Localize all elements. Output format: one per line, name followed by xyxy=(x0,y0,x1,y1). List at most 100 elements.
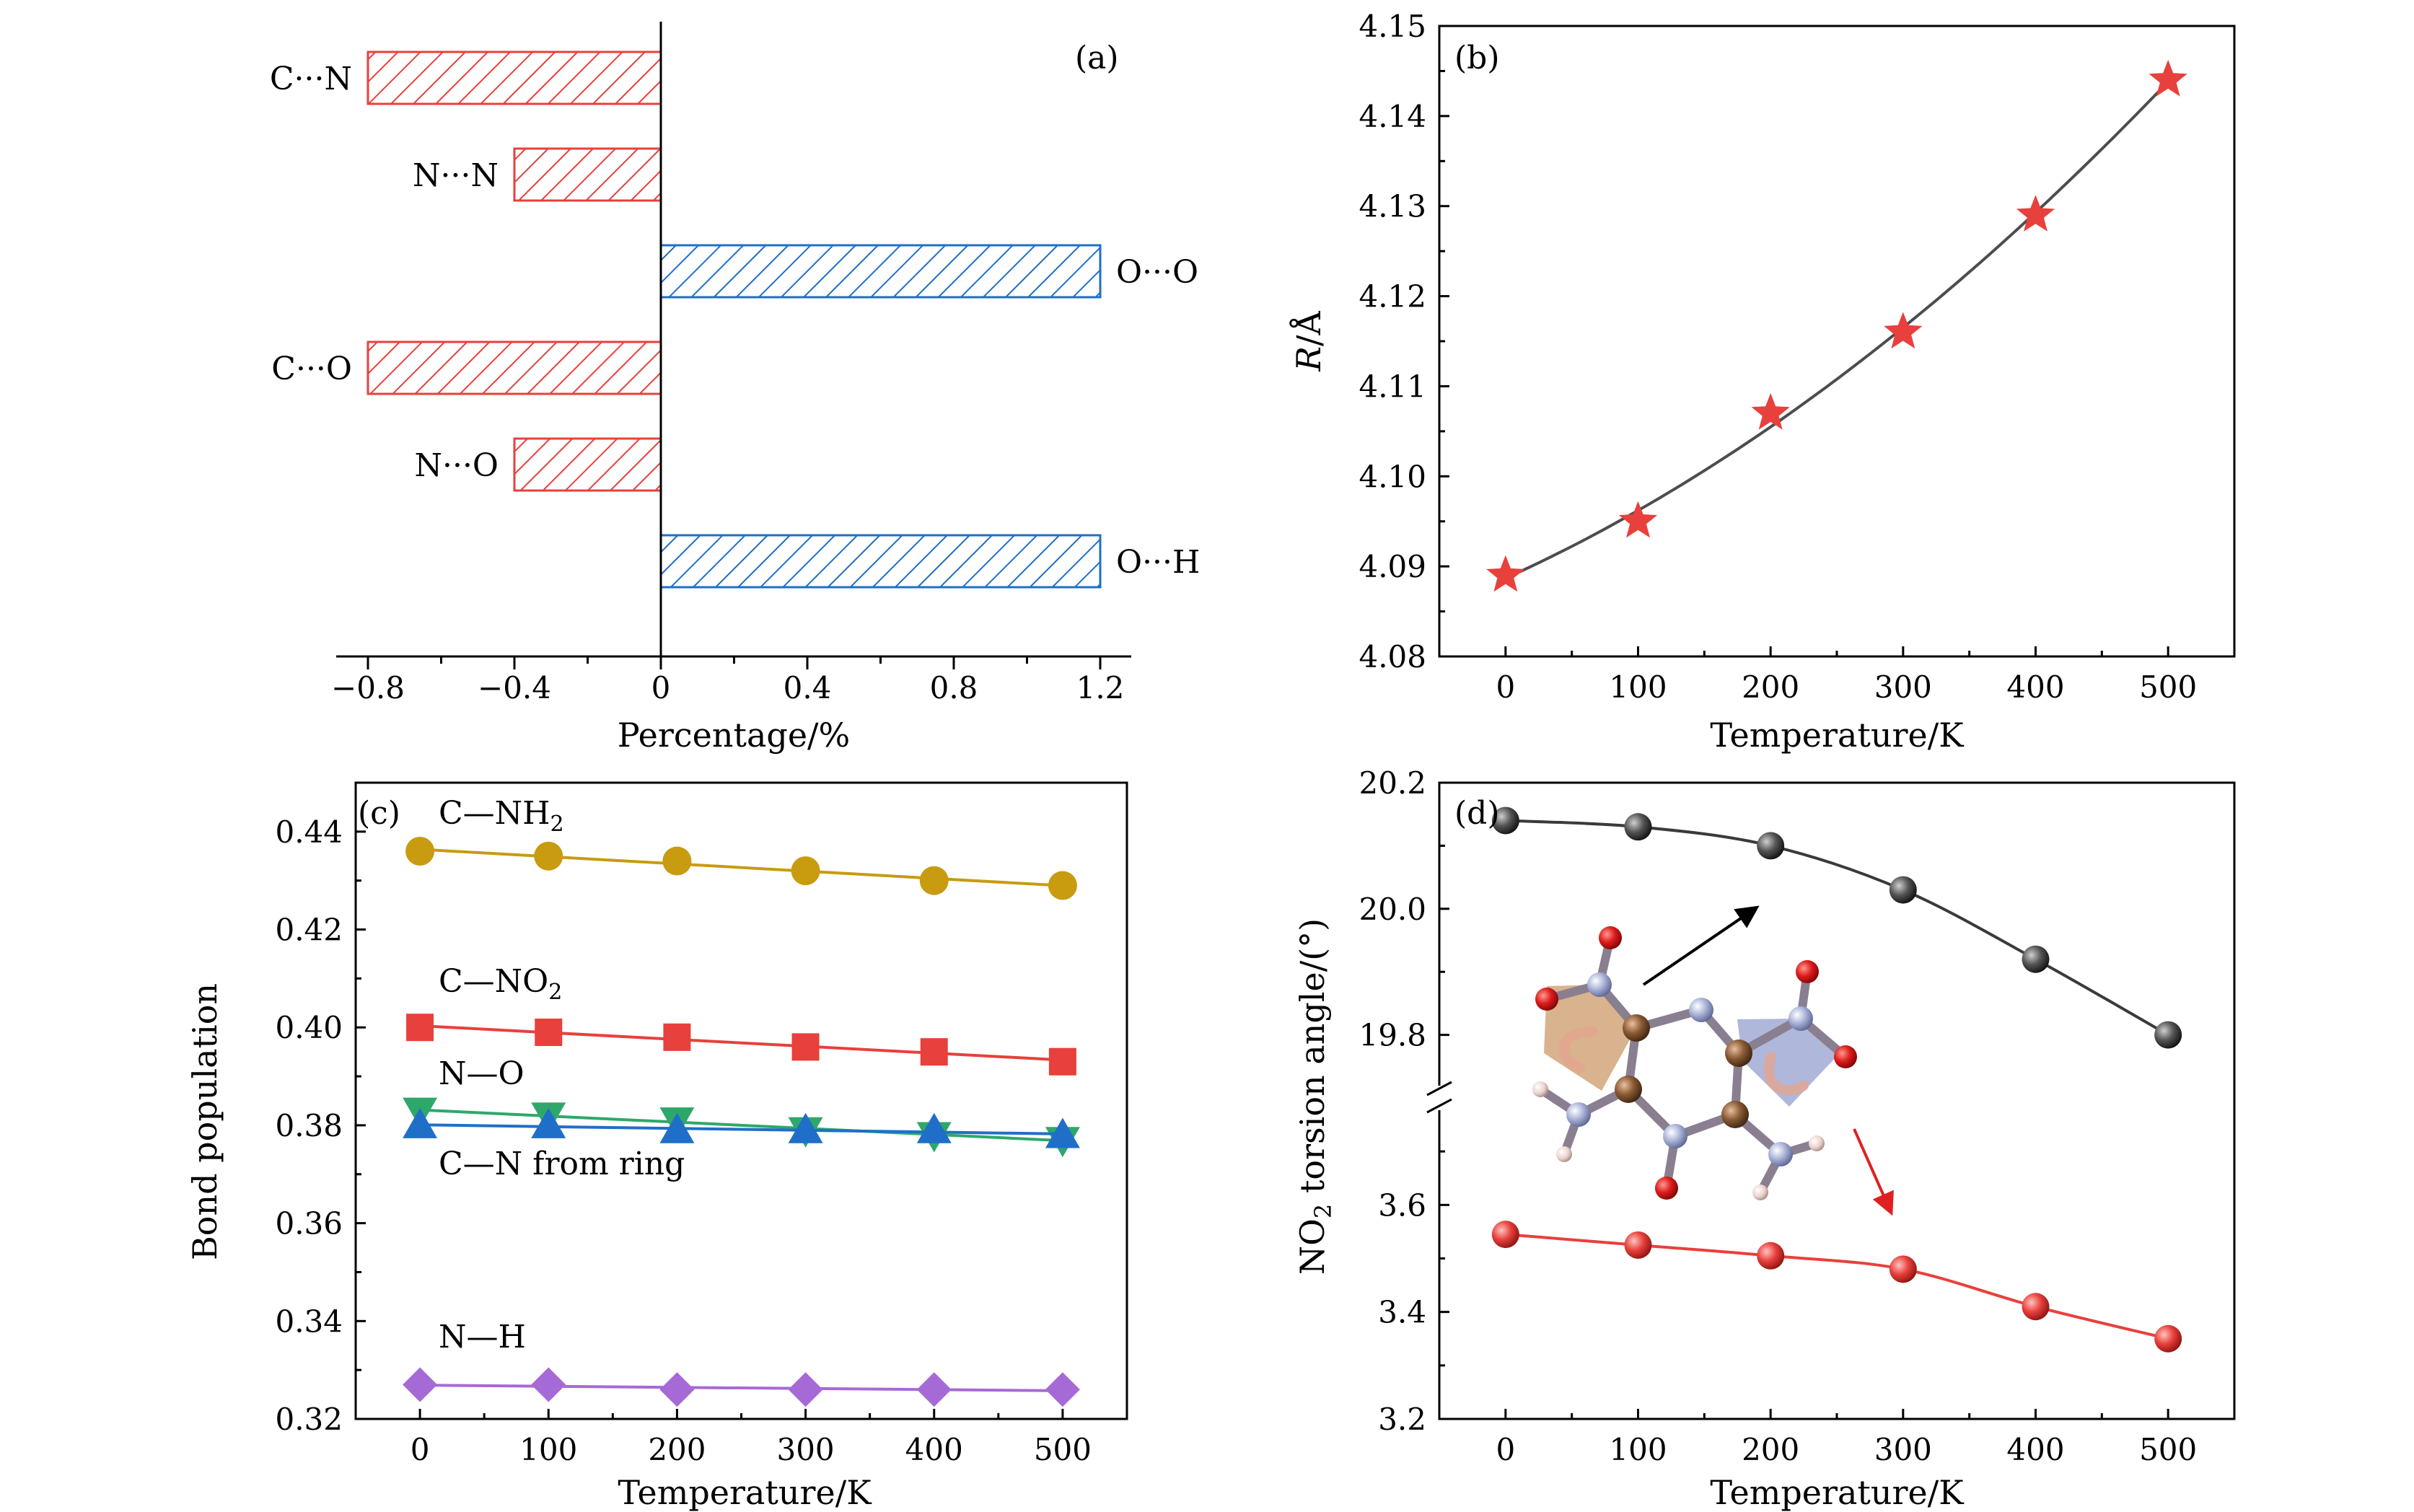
panel-a-category-labels: C···N N···N O···O C···O N···O O···H xyxy=(270,61,1201,581)
panel-a-xlabel: Percentage/% xyxy=(618,716,851,755)
data-point xyxy=(534,841,563,871)
data-point xyxy=(1751,392,1790,430)
panel-d: 0 100 200 300 400 500 19.8 20.0 20.2 3.2 3.4 3.6 xyxy=(1293,765,2236,1512)
data-point xyxy=(1624,813,1652,841)
y-tick-label: 20.2 xyxy=(1359,765,1426,801)
x-tick-label: 400 xyxy=(905,1432,963,1467)
series-line xyxy=(419,1108,1063,1143)
bar xyxy=(513,437,662,492)
y-tick-label: 4.10 xyxy=(1359,459,1426,494)
data-point xyxy=(1045,1372,1080,1407)
panel-c-series xyxy=(403,836,1080,1407)
y-tick-label: 3.6 xyxy=(1378,1187,1426,1223)
data-point xyxy=(659,1372,695,1407)
atom-hydrogen xyxy=(1752,1184,1768,1200)
data-point xyxy=(531,1367,566,1402)
data-point xyxy=(1491,806,1519,835)
arrow-to-red-series-icon xyxy=(1853,1128,1894,1216)
x-tick-label: 200 xyxy=(1742,669,1799,705)
y-tick-label: 20.0 xyxy=(1359,892,1426,927)
atom-nitrogen xyxy=(1788,1006,1813,1031)
atom-oxygen xyxy=(1796,960,1819,983)
atom-hydrogen xyxy=(1556,1146,1572,1162)
series-label: C—N from ring xyxy=(439,1146,685,1182)
series-label-main: C—N from ring xyxy=(439,1146,685,1182)
panel-b-fit-curve xyxy=(1504,80,2169,580)
category-label: O···H xyxy=(1116,544,1200,581)
category-label: N···O xyxy=(414,447,499,484)
panel-a-bars xyxy=(367,50,1102,589)
data-point xyxy=(2022,945,2050,973)
y-tick-label: 4.15 xyxy=(1359,9,1426,44)
x-tick-label: 1.2 xyxy=(1076,670,1125,706)
x-tick-label: −0.4 xyxy=(478,670,551,706)
rotation-arrow-right-icon xyxy=(1763,1052,1809,1096)
panel-d-xlabel: Temperature/K xyxy=(1710,1473,1965,1512)
y-tick-label: 4.12 xyxy=(1359,279,1426,315)
x-tick-label: 500 xyxy=(1034,1432,1092,1467)
data-point xyxy=(791,1033,820,1061)
data-point xyxy=(531,1107,566,1138)
data-point xyxy=(1048,871,1077,900)
panel-b-frame xyxy=(1438,25,2236,658)
data-point xyxy=(1757,1241,1785,1270)
data-point xyxy=(1889,1255,1917,1283)
panel-a: −0.8 −0.4 0 0.4 0.8 1.2 C···N N···N O···O C···O N… xyxy=(270,22,1201,755)
panel-c-xlabel: Temperature/K xyxy=(618,1473,872,1512)
series-label-main: N—O xyxy=(439,1055,525,1092)
data-point xyxy=(791,856,820,886)
bar xyxy=(659,534,1102,589)
atom-oxygen xyxy=(1655,1177,1678,1200)
series-label: N—H xyxy=(439,1319,526,1355)
panel-b-ticks: 0 100 200 300 400 500 4.08 4.09 4.10 4.11 4.12 4.13… xyxy=(1359,9,2197,705)
x-tick-label: 500 xyxy=(2139,1432,2197,1467)
x-tick-label: 0 xyxy=(651,670,671,706)
panel-c-ticks: 0 100 200 300 400 500 0.32 0.34 0.36 0.38 0.40 0.42… xyxy=(275,814,1092,1467)
category-label: C···N xyxy=(270,61,352,97)
x-tick-label: 300 xyxy=(776,1432,834,1467)
data-point xyxy=(1889,876,1917,904)
series-label: N—O xyxy=(439,1055,525,1092)
y-tick-label: 4.08 xyxy=(1359,639,1426,674)
x-tick-label: 300 xyxy=(1874,669,1932,705)
x-tick-label: 300 xyxy=(1874,1432,1932,1467)
data-point xyxy=(1045,1117,1080,1148)
y-tick-label: 4.14 xyxy=(1359,99,1426,134)
series-line xyxy=(419,1024,1063,1062)
atom-carbon xyxy=(1725,1040,1752,1067)
y-tick-label: 0.44 xyxy=(275,814,343,850)
data-point xyxy=(2016,195,2055,232)
panel-b: 0 100 200 300 400 500 4.08 4.09 4.10 4.11 4.12 4.13… xyxy=(1289,9,2236,755)
x-tick-label: 0 xyxy=(1496,669,1515,705)
panel-a-label: (a) xyxy=(1075,40,1119,76)
atom-oxygen xyxy=(1834,1045,1857,1068)
panel-d-series xyxy=(1491,806,2182,1353)
data-point xyxy=(1884,312,1923,349)
data-point xyxy=(405,836,435,866)
series-label-main: C—NO xyxy=(439,963,548,1000)
data-point xyxy=(2149,59,2187,97)
data-point xyxy=(788,1112,823,1143)
x-tick-label: 200 xyxy=(648,1432,706,1467)
x-tick-label: 200 xyxy=(1742,1432,1799,1467)
x-tick-label: 100 xyxy=(1609,1432,1667,1467)
atom-nitrogen xyxy=(1689,998,1713,1022)
y-tick-label: 0.38 xyxy=(275,1108,343,1143)
y-tick-label: 0.36 xyxy=(275,1206,343,1241)
data-point xyxy=(662,846,692,876)
atom-hydrogen xyxy=(1809,1135,1825,1151)
x-tick-label: 0.8 xyxy=(930,670,978,706)
atom-carbon xyxy=(1721,1101,1749,1128)
panel-d-ticks: 0 100 200 300 400 500 19.8 20.0 20.2 3.2 3.4 3.6 xyxy=(1359,765,2197,1467)
category-label: O···O xyxy=(1116,254,1198,291)
series-label-subscript: 2 xyxy=(548,980,562,1005)
series-curve xyxy=(1505,1233,2169,1340)
bar xyxy=(367,340,662,395)
x-tick-label: 0 xyxy=(1496,1432,1515,1467)
data-point xyxy=(403,1367,438,1402)
panel-c: 0 100 200 300 400 500 0.32 0.34 0.36 0.38 0.40 0.42… xyxy=(185,781,1128,1512)
data-point xyxy=(1048,1047,1076,1076)
data-point xyxy=(663,1023,691,1051)
